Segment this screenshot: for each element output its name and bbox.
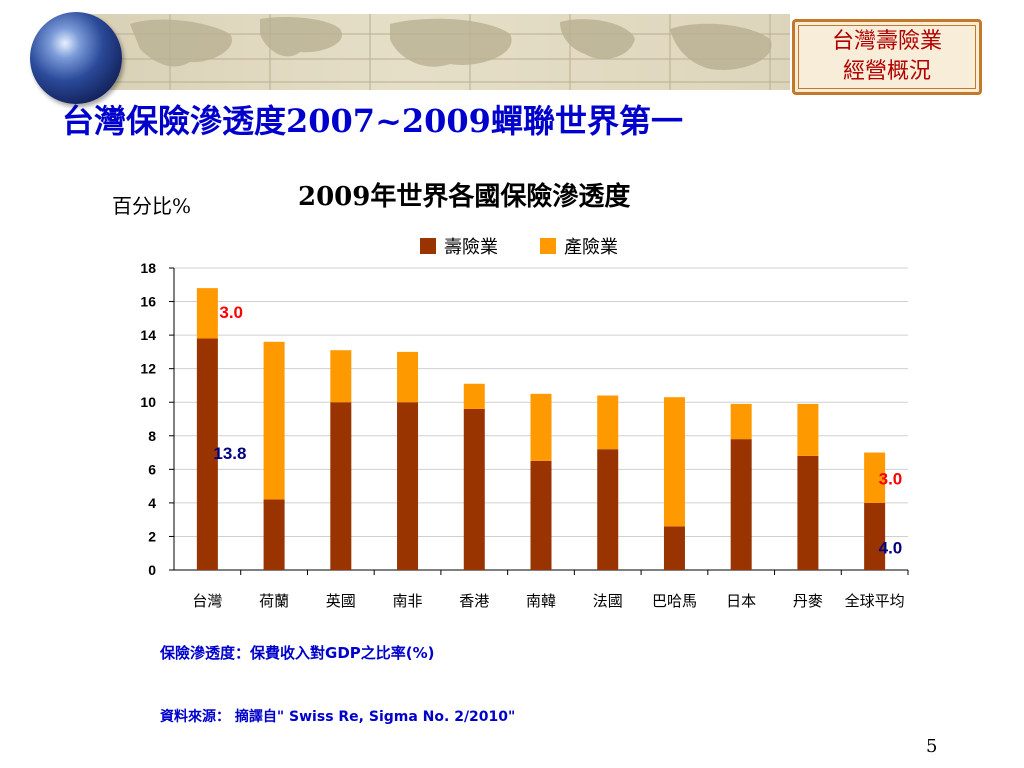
- header-banner: [90, 14, 790, 90]
- x-tick-label: 荷蘭: [259, 592, 289, 610]
- bar-life-3: [397, 402, 419, 570]
- y-tick-label: 4: [148, 495, 156, 511]
- bar-nonlife-0: [196, 288, 218, 339]
- x-tick-label: 法國: [593, 592, 623, 610]
- bar-nonlife-4: [463, 383, 485, 409]
- bar-nonlife-2: [330, 350, 352, 403]
- bar-nonlife-8: [730, 403, 752, 440]
- globe-icon: [30, 12, 122, 104]
- x-tick-label: 全球平均: [845, 592, 905, 610]
- x-tick-label: 丹麥: [793, 592, 823, 610]
- x-tick-label: 英國: [326, 592, 356, 610]
- chart-title: 2009年世界各國保險滲透度: [298, 182, 631, 212]
- bar-life-5: [530, 460, 552, 570]
- x-tick-label: 台灣: [192, 592, 222, 610]
- y-tick-label: 6: [148, 461, 156, 477]
- y-tick-label: 14: [140, 327, 156, 343]
- bar-life-7: [663, 526, 685, 570]
- annotation-label: 4.0: [879, 539, 903, 558]
- y-tick-label: 12: [140, 361, 156, 377]
- legend-swatch: [540, 238, 556, 254]
- bar-life-4: [463, 408, 485, 570]
- bar-life-8: [730, 439, 752, 570]
- y-tick-label: 16: [140, 294, 156, 310]
- y-tick-label: 10: [140, 394, 156, 410]
- bar-life-0: [196, 338, 218, 570]
- y-tick-label: 0: [148, 562, 156, 578]
- bar-nonlife-5: [530, 393, 552, 461]
- bar-life-2: [330, 402, 352, 570]
- bar-life-6: [597, 449, 619, 570]
- bar-life-1: [263, 499, 285, 570]
- x-tick-label: 南韓: [526, 592, 556, 610]
- x-tick-label: 香港: [459, 592, 489, 610]
- y-tick-label: 18: [140, 260, 156, 276]
- y-tick-label: 8: [148, 428, 156, 444]
- badge-line-2: 經營概況: [842, 59, 931, 84]
- page-title: 台灣保險滲透度2007~2009蟬聯世界第一: [62, 102, 683, 140]
- page-number: 5: [926, 736, 938, 757]
- bar-nonlife-9: [797, 403, 819, 456]
- legend-swatch: [420, 238, 436, 254]
- legend-label: 壽險業: [444, 237, 498, 258]
- bar-nonlife-10: [864, 452, 886, 503]
- x-tick-label: 日本: [726, 592, 756, 610]
- world-map-decoration: [90, 14, 790, 90]
- definition-note: 保險滲透度：保費收入對GDP之比率(%): [160, 644, 435, 662]
- legend-label: 產險業: [564, 237, 618, 258]
- bar-nonlife-1: [263, 341, 285, 500]
- x-tick-label: 南非: [393, 592, 423, 610]
- y-tick-label: 2: [148, 528, 156, 544]
- annotation-label: 3.0: [879, 470, 903, 489]
- bar-nonlife-7: [663, 397, 685, 527]
- bar-life-9: [797, 455, 819, 570]
- annotation-label: 3.0: [219, 303, 243, 322]
- y-axis-unit-label: 百分比%: [112, 194, 192, 218]
- bar-life-10: [864, 502, 886, 570]
- badge-line-1: 台灣壽險業: [831, 29, 942, 54]
- source-note: 資料來源： 摘譯自" Swiss Re, Sigma No. 2/2010": [160, 709, 516, 725]
- bar-nonlife-3: [397, 351, 419, 403]
- x-tick-label: 巴哈馬: [652, 592, 697, 610]
- bar-nonlife-6: [597, 395, 619, 450]
- annotation-label: 13.8: [213, 444, 246, 463]
